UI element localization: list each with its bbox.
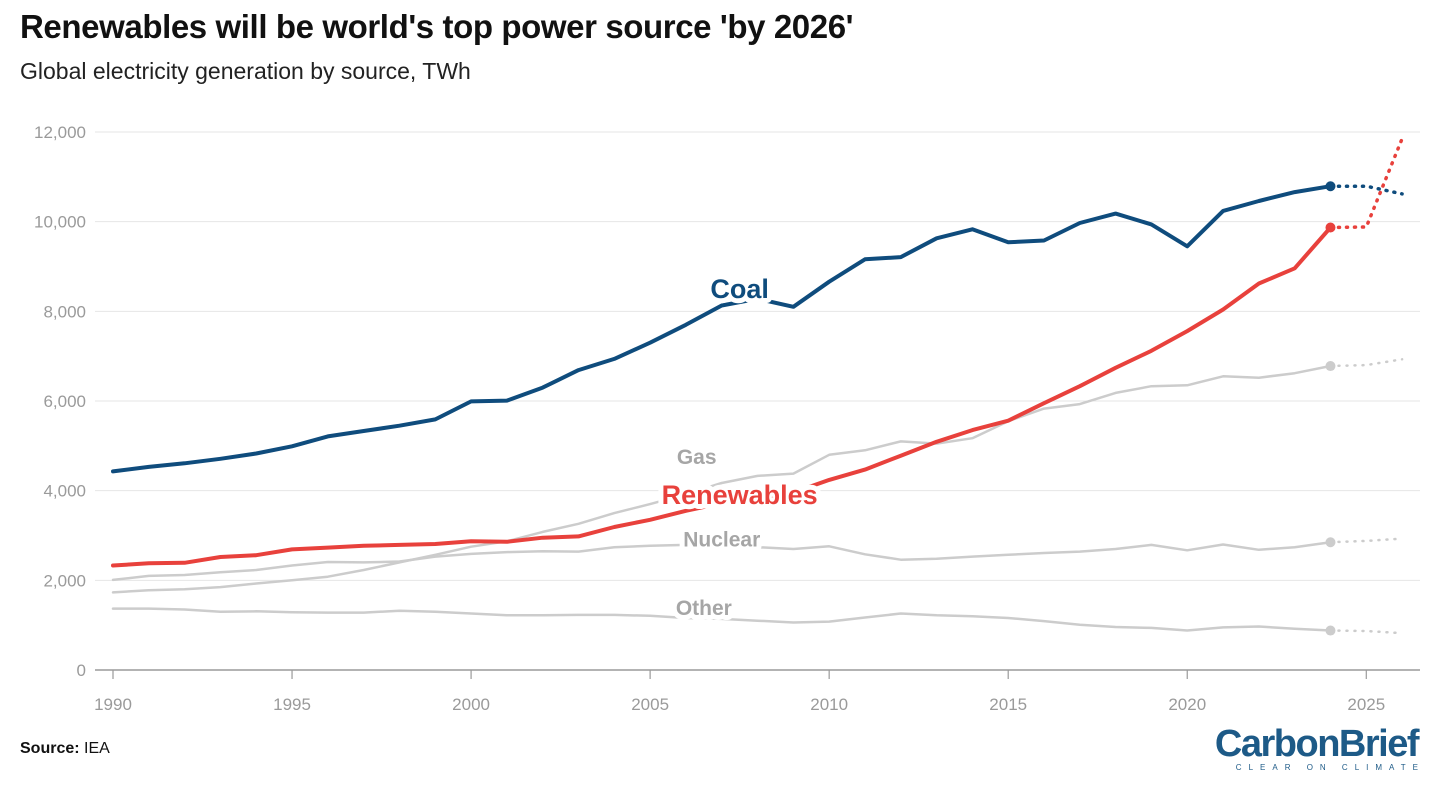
nuclear-forecast-line bbox=[1329, 537, 1404, 544]
coal-line bbox=[111, 184, 1333, 474]
series-labels: OtherOtherNuclearNuclearGasGasRenewables… bbox=[657, 269, 823, 625]
x-tick-label: 2020 bbox=[1168, 695, 1206, 714]
gas-label-halo: Gas bbox=[677, 446, 717, 469]
source-label: Source: bbox=[20, 740, 80, 757]
nuclear-label: Nuclear bbox=[683, 529, 760, 552]
gas-line bbox=[111, 364, 1332, 594]
other-label: Other bbox=[676, 597, 732, 620]
renewables-line bbox=[111, 225, 1333, 568]
chart-title: Renewables will be world's top power sou… bbox=[20, 8, 854, 45]
other-label-halo: Other bbox=[676, 597, 732, 620]
x-tick-label: 2025 bbox=[1347, 695, 1385, 714]
source-value: IEA bbox=[84, 740, 110, 757]
coal-label: Coal bbox=[710, 274, 769, 304]
gas-endpoint bbox=[1325, 361, 1336, 372]
renewables-label-halo: Renewables bbox=[662, 480, 818, 510]
carbonbrief-logo: CarbonBrief CLEAR ON CLIMATE bbox=[1214, 723, 1420, 773]
nuclear-line bbox=[111, 540, 1332, 582]
x-tick-label: 1990 bbox=[94, 695, 132, 714]
coal-label-halo: Coal bbox=[710, 274, 769, 304]
y-tick-label: 12,000 bbox=[34, 123, 86, 142]
renewables-forecast-line bbox=[1328, 136, 1404, 230]
coal-endpoint bbox=[1325, 181, 1336, 192]
chart-subtitle: Global electricity generation by source,… bbox=[20, 58, 471, 84]
y-tick-label: 10,000 bbox=[34, 213, 86, 232]
x-tick-label: 2010 bbox=[810, 695, 848, 714]
gas-forecast-line bbox=[1329, 358, 1404, 368]
other-endpoint bbox=[1325, 625, 1336, 636]
renewables-label: Renewables bbox=[662, 480, 818, 510]
series-lines bbox=[111, 136, 1404, 636]
gas-label: Gas bbox=[677, 446, 717, 469]
source-note: Source: IEA bbox=[20, 740, 110, 758]
other-forecast-line bbox=[1329, 629, 1404, 635]
y-tick-label: 2,000 bbox=[43, 571, 86, 590]
y-tick-label: 8,000 bbox=[43, 302, 86, 321]
other-line bbox=[111, 607, 1332, 632]
logo-wordmark: CarbonBrief bbox=[1214, 723, 1420, 765]
x-tick-label: 2000 bbox=[452, 695, 490, 714]
x-axis: 1990 1995 2000 2005 2010 2015 2020 2025 bbox=[94, 670, 1385, 714]
nuclear-label-halo: Nuclear bbox=[683, 529, 760, 552]
y-tick-label: 4,000 bbox=[43, 482, 86, 501]
x-tick-label: 2015 bbox=[989, 695, 1027, 714]
gridlines bbox=[95, 131, 1420, 671]
coal-forecast-line bbox=[1328, 184, 1404, 196]
renewables-endpoint bbox=[1325, 222, 1336, 233]
y-tick-label: 0 bbox=[77, 661, 86, 680]
x-tick-label: 2005 bbox=[631, 695, 669, 714]
y-axis: 0 2,000 4,000 6,000 8,000 10,000 12,000 bbox=[34, 123, 86, 680]
y-tick-label: 6,000 bbox=[43, 392, 86, 411]
nuclear-endpoint bbox=[1325, 537, 1336, 548]
x-tick-label: 1995 bbox=[273, 695, 311, 714]
logo-tagline: CLEAR ON CLIMATE bbox=[1235, 763, 1425, 772]
